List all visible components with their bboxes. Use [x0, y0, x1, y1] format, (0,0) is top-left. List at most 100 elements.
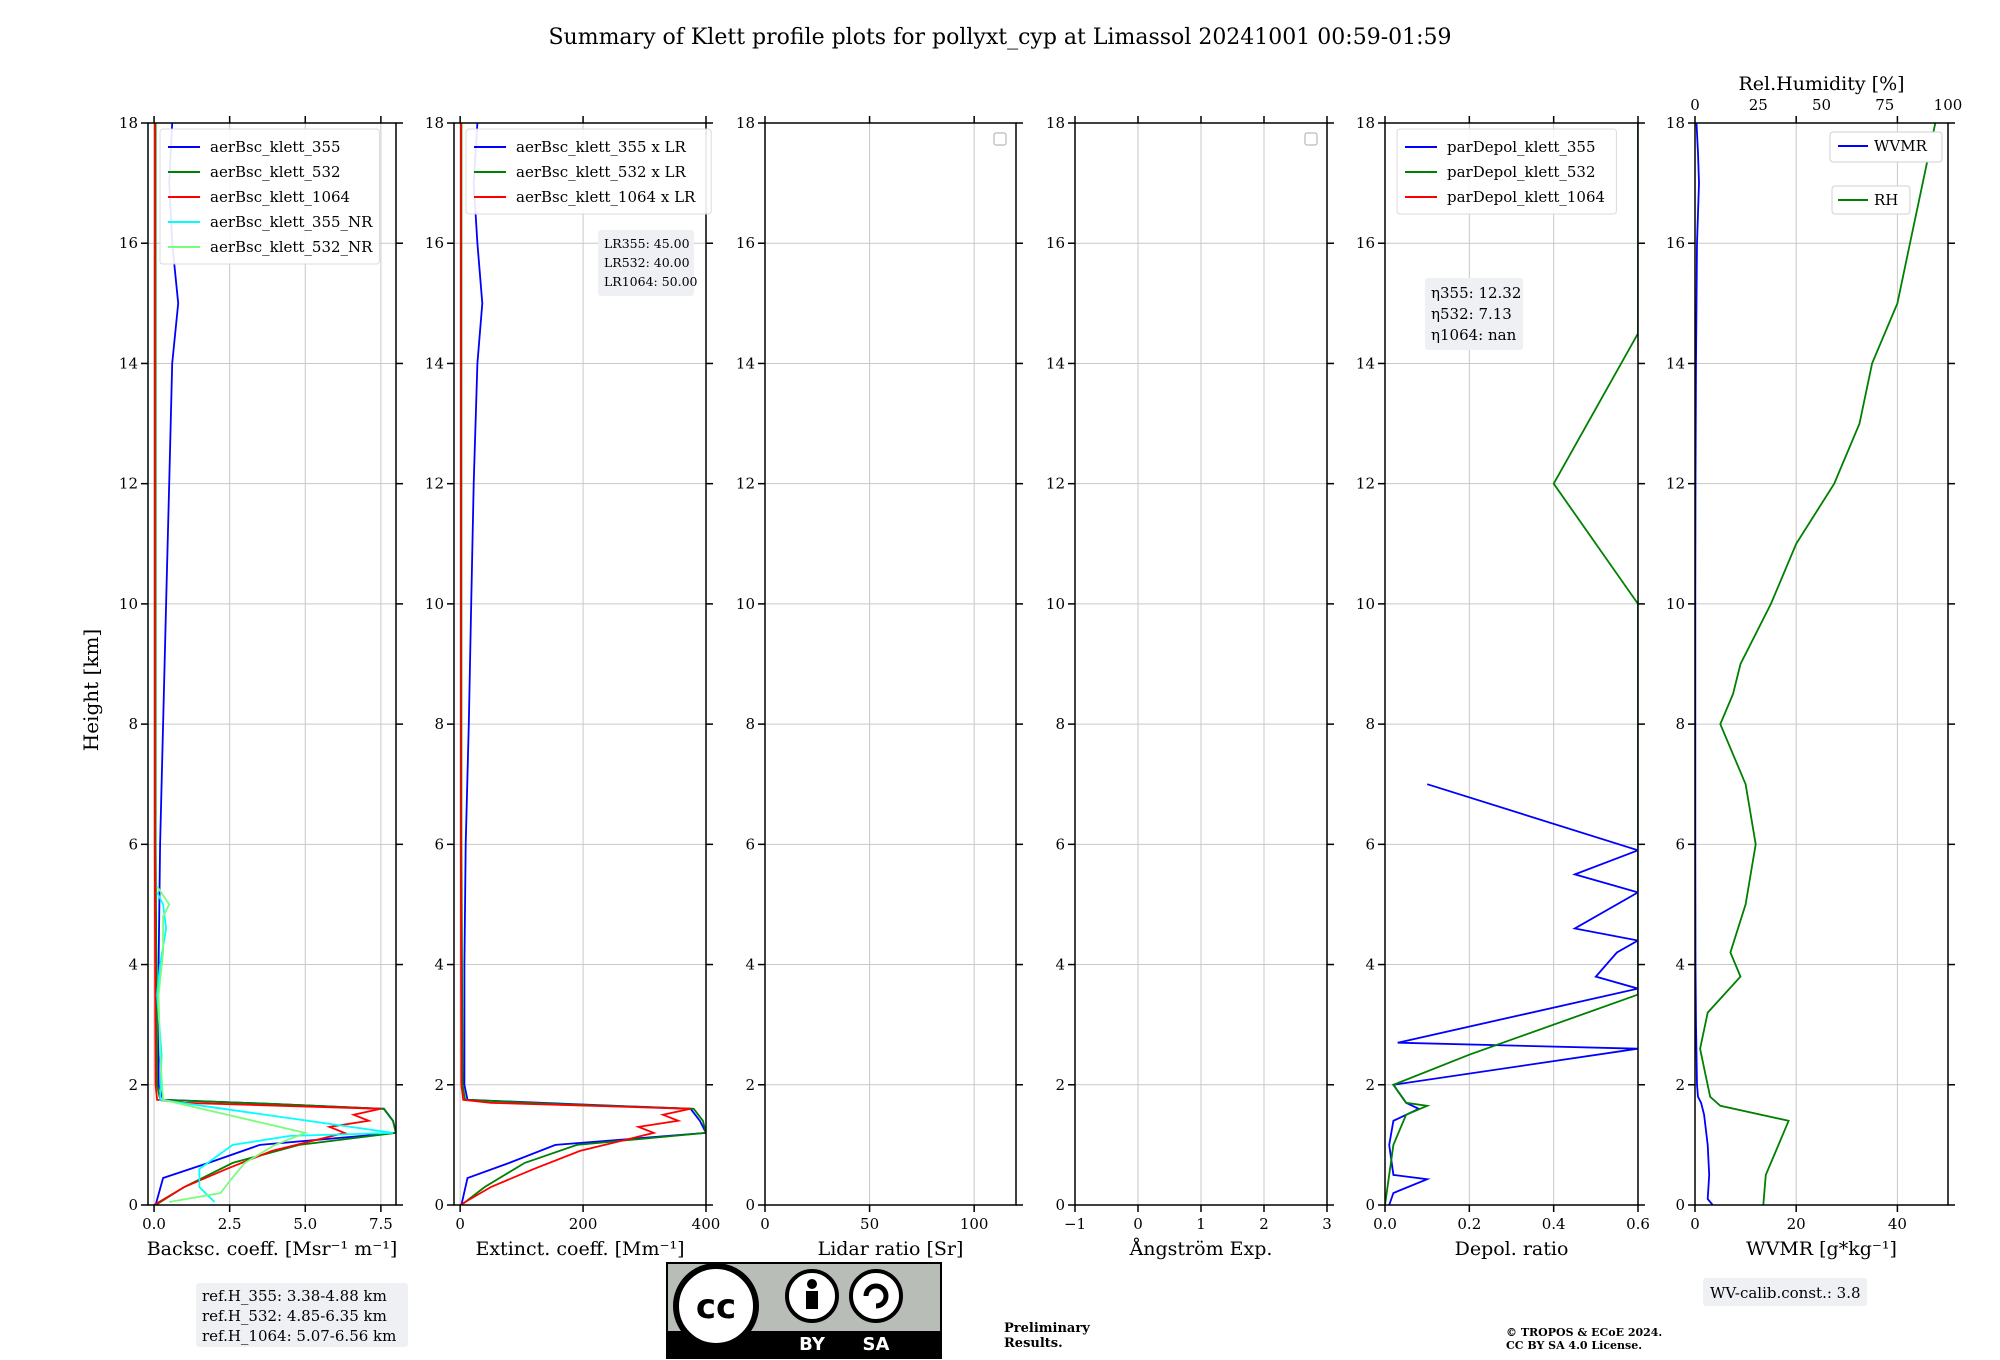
ytick-label: 4 — [1365, 956, 1375, 974]
preliminary-line-1: Preliminary — [1004, 1321, 1090, 1336]
panel-frame — [1694, 122, 1949, 1206]
eta-box-line: η532: 7.13 — [1431, 305, 1512, 323]
ytick-label: 4 — [1055, 956, 1065, 974]
panel-bsc: 0 2 4 6 8 10 12 14 16 18 0.0 2.5 5.0 7.5 Backsc. coeff… — [119, 114, 403, 1260]
xtick-label: 0 — [1133, 1215, 1143, 1233]
ytick-label: 8 — [128, 715, 138, 733]
cc-license-badge: cc BY SA — [666, 1262, 942, 1359]
by-person-head — [807, 1279, 817, 1289]
panel-wv: 0 2 4 6 8 10 12 14 16 18 0 20 40 WVMR [g*kg⁻¹] 0 25 50 75… — [1666, 73, 1962, 1260]
top-axis-label: Rel.Humidity [%] — [1738, 73, 1904, 95]
xtick-label: 3 — [1322, 1215, 1332, 1233]
ytick-label: 2 — [128, 1076, 138, 1094]
ytick-label: 6 — [1055, 835, 1065, 853]
y-axis-label: Height [km] — [79, 629, 103, 751]
top-xtick-label: 100 — [1934, 96, 1963, 114]
xtick-label: 7.5 — [369, 1215, 393, 1233]
series-line-aerBsc_klett_355_NR — [156, 891, 394, 1203]
series-line-WVMR — [1695, 123, 1714, 1205]
ytick-label: 8 — [1055, 715, 1065, 733]
legend-label-wvmr: WVMR — [1874, 137, 1928, 155]
ytick-label: 6 — [1365, 835, 1375, 853]
ytick-label: 8 — [745, 715, 755, 733]
ytick-label: 18 — [425, 114, 444, 132]
ytick-label: 18 — [1046, 114, 1065, 132]
xtick-label: 0.2 — [1457, 1215, 1481, 1233]
ytick-label: 14 — [1666, 354, 1685, 372]
series-line-parDepol_klett_532 — [1385, 123, 1638, 1205]
ytick-label: 2 — [1675, 1076, 1685, 1094]
legend-label: aerBsc_klett_355 — [210, 138, 341, 156]
empty-legend-icon — [1304, 132, 1318, 146]
legend-label: aerBsc_klett_1064 — [210, 188, 350, 206]
ytick-label: 10 — [1666, 595, 1685, 613]
top-xtick-label: 0 — [1690, 96, 1700, 114]
lr-box-line: LR355: 45.00 — [604, 236, 690, 251]
series-line-aerBsc_klett_355 — [154, 123, 396, 1205]
ytick-label: 0 — [1055, 1196, 1065, 1214]
ytick-label: 12 — [425, 475, 444, 493]
ytick-label: 6 — [434, 835, 444, 853]
x-axis-label: Extinct. coeff. [Mm⁻¹] — [475, 1238, 684, 1260]
ytick-label: 16 — [425, 234, 444, 252]
xtick-label: 5.0 — [293, 1215, 317, 1233]
copyright-line-1: © TROPOS & ECoE 2024. — [1506, 1326, 1662, 1339]
legend-box — [465, 128, 712, 215]
xtick-label: 20 — [1787, 1215, 1806, 1233]
ref-height-box-background — [196, 1283, 408, 1347]
wv-calib-text: WV-calib.const.: 3.8 — [1710, 1284, 1861, 1302]
panel-frame — [764, 122, 1017, 1206]
eta-box-line: η355: 12.32 — [1431, 284, 1521, 302]
xtick-label: 50 — [860, 1215, 879, 1233]
ytick-label: 0 — [745, 1196, 755, 1214]
ytick-label: 18 — [1666, 114, 1685, 132]
copyright-line-2: CC BY SA 4.0 License. — [1506, 1339, 1642, 1352]
series-line-aerBsc_klett_532 — [154, 123, 396, 1205]
panel-frame — [1384, 122, 1639, 1206]
ytick-label: 2 — [1055, 1076, 1065, 1094]
xtick-label: 0.0 — [142, 1215, 166, 1233]
ytick-label: 16 — [736, 234, 755, 252]
x-axis-label: WVMR [g*kg⁻¹] — [1746, 1238, 1897, 1260]
ytick-label: 14 — [425, 354, 444, 372]
ytick-label: 8 — [1675, 715, 1685, 733]
xtick-label: −1 — [1064, 1215, 1086, 1233]
series-line-aerBsc_klett_1064 x LR — [459, 123, 691, 1205]
empty-legend-icon — [993, 132, 1007, 146]
ytick-label: 18 — [736, 114, 755, 132]
lr-box-line: LR532: 40.00 — [604, 255, 690, 270]
ytick-label: 2 — [745, 1076, 755, 1094]
top-xtick-label: 50 — [1812, 96, 1831, 114]
ytick-label: 0 — [434, 1196, 444, 1214]
ytick-label: 12 — [1046, 475, 1065, 493]
xtick-label: 0 — [760, 1215, 770, 1233]
ref-height-532: ref.H_532: 4.85-6.35 km — [202, 1307, 387, 1325]
by-label: BY — [799, 1334, 826, 1355]
ytick-label: 14 — [1356, 354, 1375, 372]
panel-lr: 0 2 4 6 8 10 12 14 16 18 0 50 100 Lidar ratio [Sr] — [736, 114, 1023, 1260]
x-axis-label: Lidar ratio [Sr] — [818, 1238, 964, 1260]
legend-box-wvmr — [1829, 131, 1943, 163]
ytick-label: 16 — [1356, 234, 1375, 252]
by-person-body — [806, 1291, 818, 1309]
lr-box-background — [598, 230, 694, 296]
ytick-label: 10 — [736, 595, 755, 613]
ytick-label: 2 — [434, 1076, 444, 1094]
ytick-label: 16 — [1046, 234, 1065, 252]
ytick-label: 6 — [128, 835, 138, 853]
ytick-label: 12 — [1356, 475, 1375, 493]
ytick-label: 12 — [736, 475, 755, 493]
cc-logo-icon — [673, 1263, 759, 1349]
ytick-label: 0 — [128, 1196, 138, 1214]
series-line-aerBsc_klett_355 x LR — [460, 123, 706, 1205]
panel-frame — [453, 122, 707, 1206]
legend-label: parDepol_klett_355 — [1447, 138, 1596, 156]
top-xtick-label: 25 — [1749, 96, 1768, 114]
ytick-label: 10 — [425, 595, 444, 613]
series-line-aerBsc_klett_1064 — [153, 123, 382, 1205]
ytick-label: 14 — [736, 354, 755, 372]
ytick-label: 14 — [119, 354, 138, 372]
xtick-label: 2.5 — [218, 1215, 242, 1233]
xtick-label: 0 — [455, 1215, 465, 1233]
